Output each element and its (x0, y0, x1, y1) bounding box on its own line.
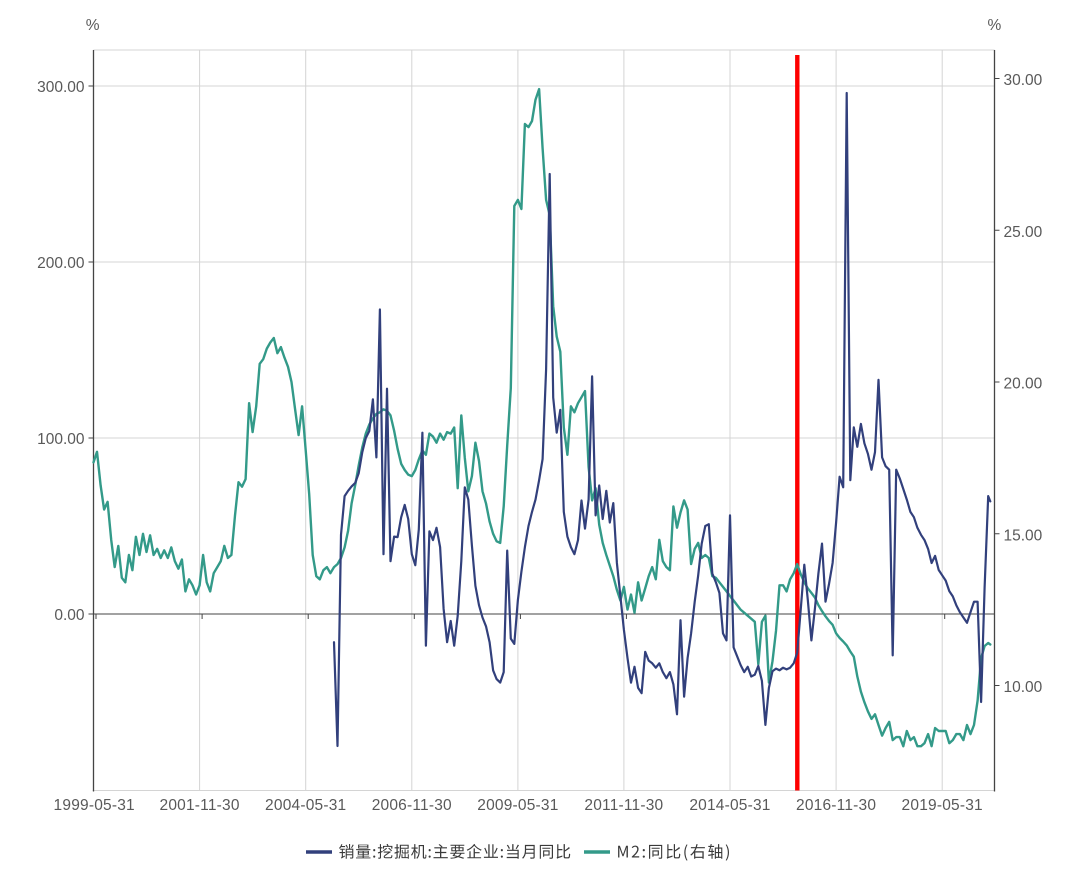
svg-text:100.00: 100.00 (37, 431, 85, 448)
svg-text:2001-11-30: 2001-11-30 (160, 797, 240, 814)
svg-text:200.00: 200.00 (37, 255, 85, 272)
svg-text:%: % (988, 17, 1002, 34)
svg-text:15.00: 15.00 (1004, 527, 1043, 544)
svg-text:2019-05-31: 2019-05-31 (902, 797, 983, 814)
svg-text:25.00: 25.00 (1004, 224, 1043, 241)
svg-text:20.00: 20.00 (1004, 376, 1043, 393)
svg-text:10.00: 10.00 (1004, 679, 1043, 696)
svg-text:2004-05-31: 2004-05-31 (265, 797, 346, 814)
svg-text:1999-05-31: 1999-05-31 (54, 797, 135, 814)
svg-text:30.00: 30.00 (1004, 72, 1043, 89)
svg-text:2016-11-30: 2016-11-30 (796, 797, 876, 814)
svg-text:2014-05-31: 2014-05-31 (689, 797, 770, 814)
svg-text:%: % (86, 17, 100, 34)
svg-text:2006-11-30: 2006-11-30 (372, 797, 452, 814)
svg-text:300.00: 300.00 (37, 79, 85, 96)
svg-text:2011-11-30: 2011-11-30 (584, 797, 663, 814)
svg-text:0.00: 0.00 (54, 607, 85, 624)
svg-text:2009-05-31: 2009-05-31 (477, 797, 558, 814)
